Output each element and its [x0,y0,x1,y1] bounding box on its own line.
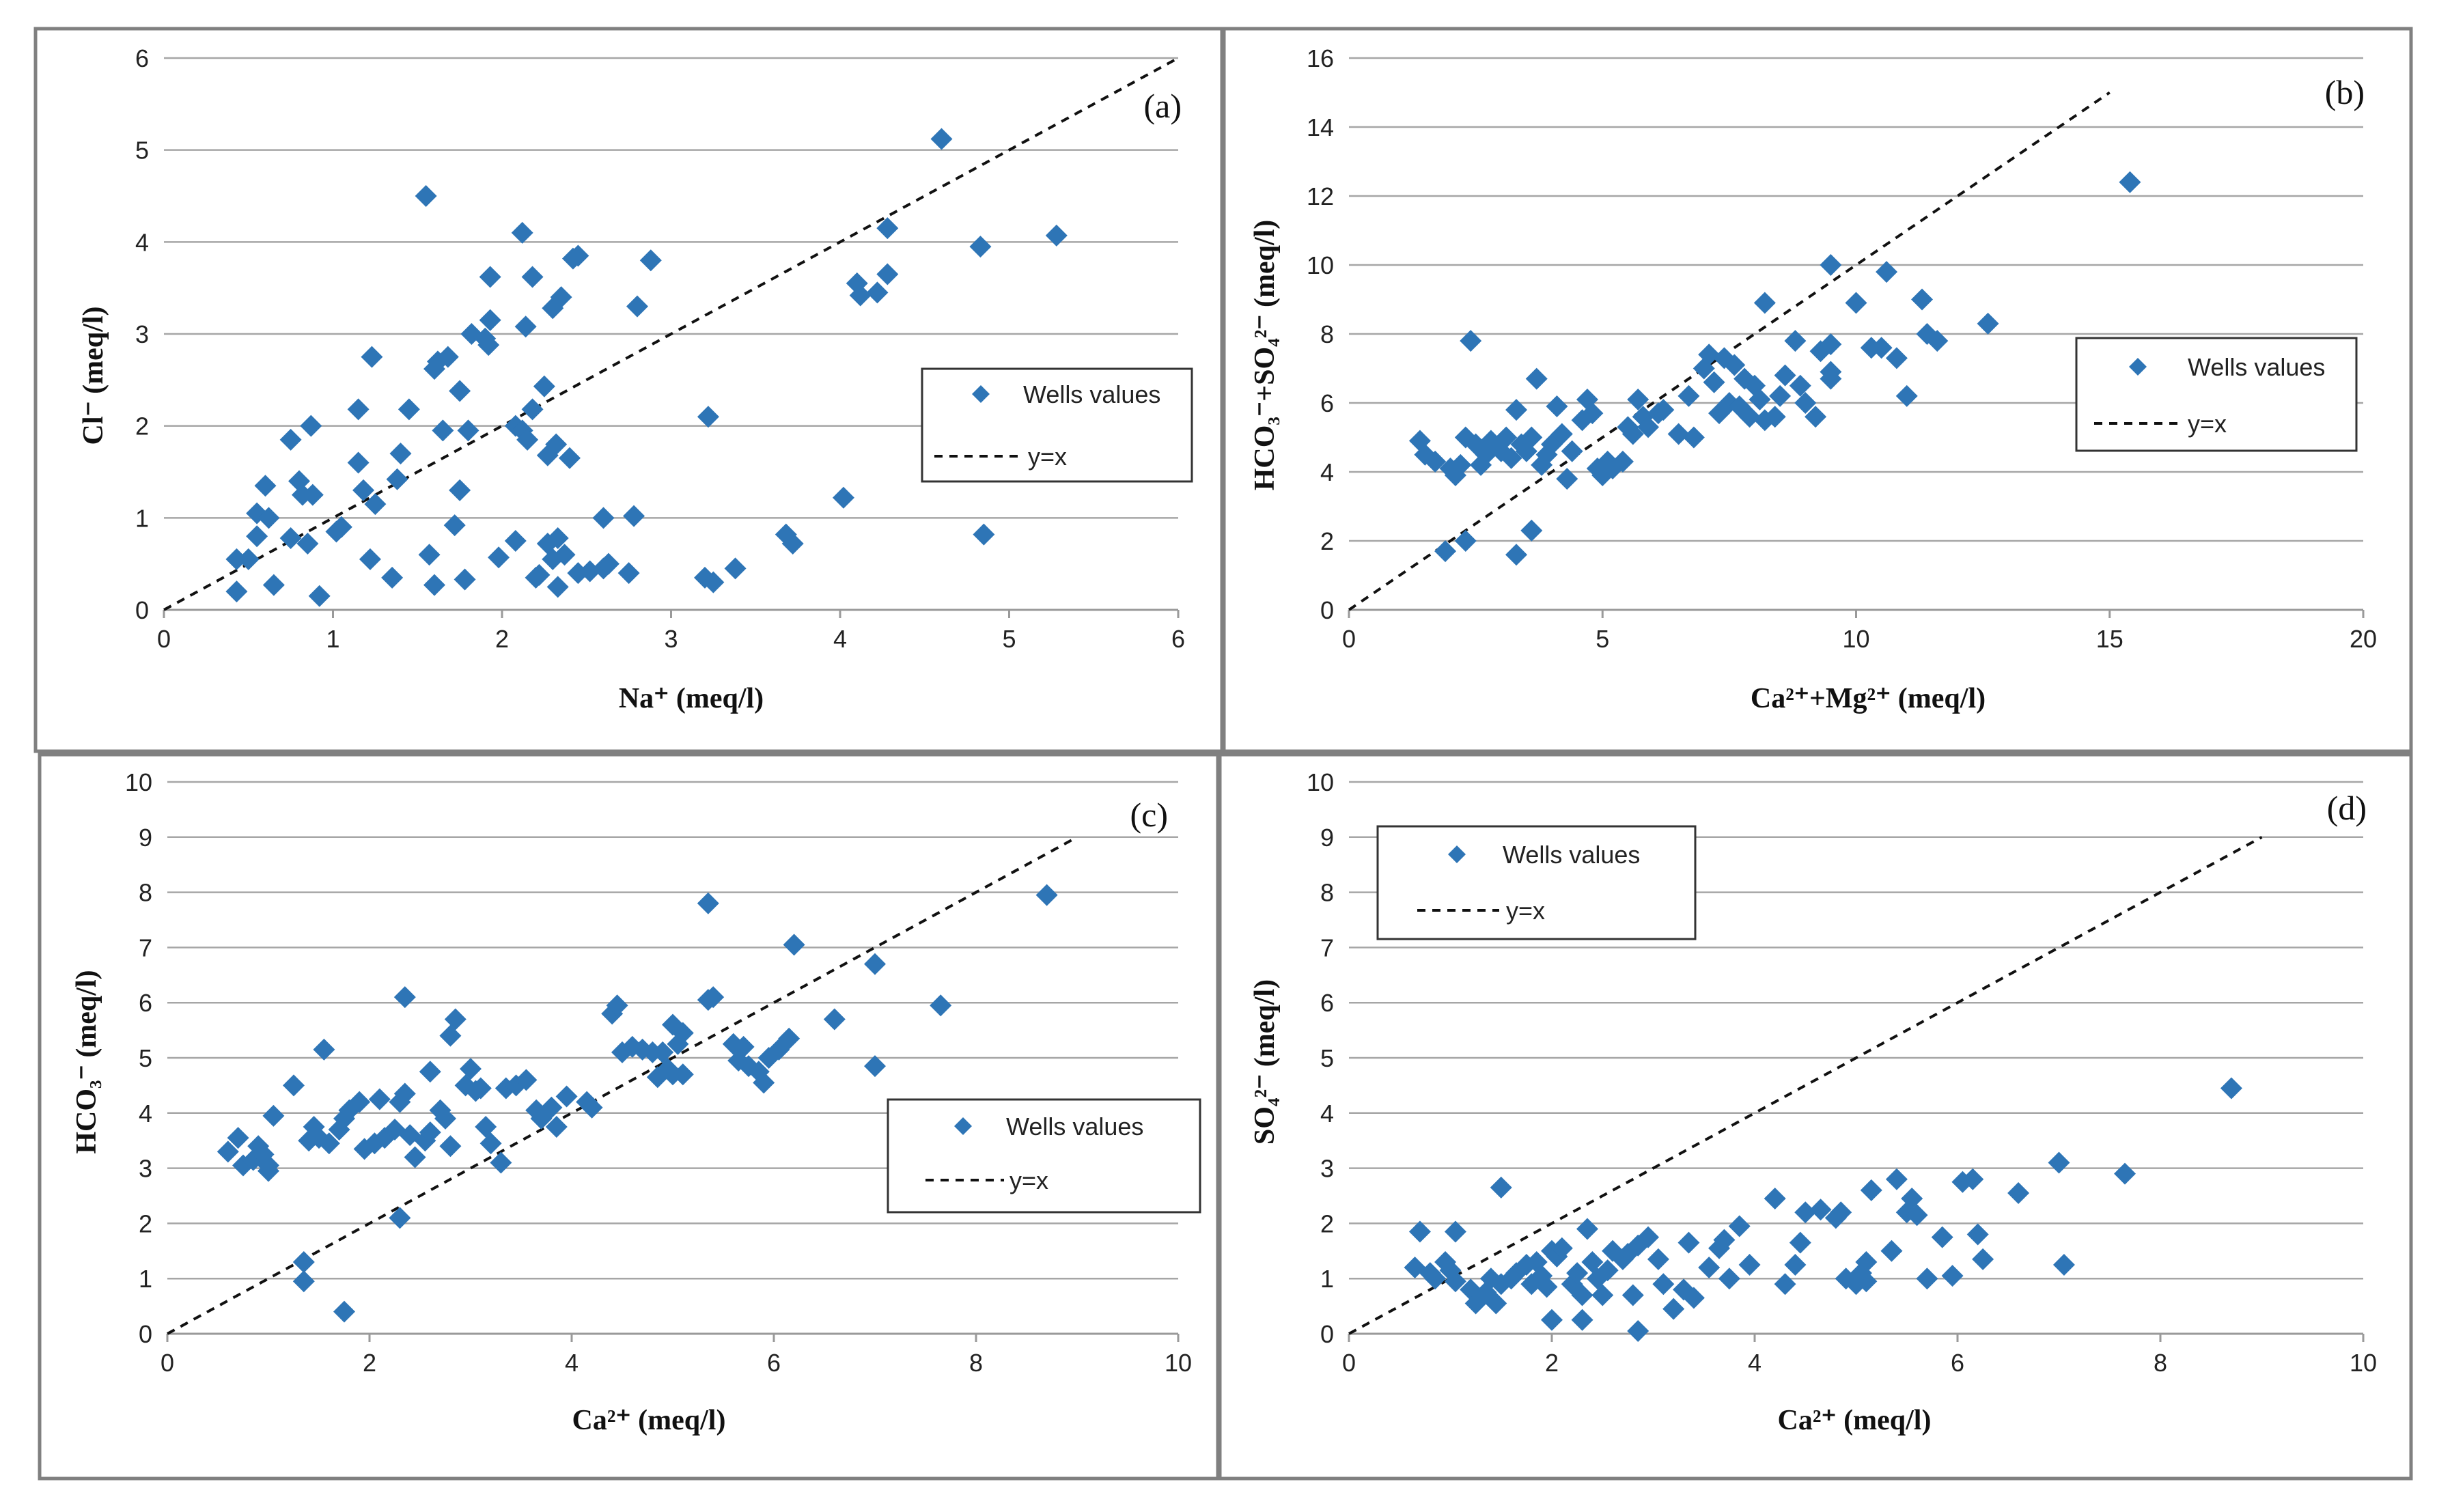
panel-b-legend-wells: Wells values [2188,353,2325,381]
panel-d-ytick-label: 2 [1320,1209,1334,1237]
panel-c-ytick-label: 9 [139,824,152,852]
panel-a-xtick-label: 5 [1002,625,1016,653]
panel-a: 0 1 2 3 4 5 6 0 1 2 3 4 5 6 (a) Wells values y=x Na⁺ … [36,29,1222,751]
panel-c-ytick-label: 3 [139,1155,152,1183]
panel-b-ytick-label: 0 [1320,596,1334,624]
panel-c-xtick-label: 8 [969,1349,983,1377]
panel-b-ylabel: HCO₃⁻+SO₄²⁻ (meq/l) [1249,220,1281,491]
panel-b-ytick-label: 2 [1320,527,1334,555]
panel-c-ytick-label: 4 [139,1100,152,1128]
panel-d-label: (d) [2327,789,2367,827]
panel-a-xtick-label: 2 [495,625,509,653]
panel-d-xtick-label: 0 [1342,1349,1356,1377]
panel-d-ylabel: SO₄²⁻ (meq/l) [1249,979,1281,1145]
panel-d-ytick-label: 10 [1307,768,1334,796]
panel-a-legend-wells: Wells values [1023,380,1160,408]
panel-b-legend-yx: y=x [2188,410,2227,438]
panel-b-label: (b) [2325,73,2365,111]
panel-d-xlabel: Ca²⁺ (meq/l) [1778,1405,1932,1436]
panel-d-ytick-label: 5 [1320,1044,1334,1072]
panel-a-legend-yx: y=x [1028,443,1067,471]
panel-b-ytick-label: 10 [1307,251,1334,279]
panel-a-ytick-label: 4 [135,228,149,256]
panel-c-ylabel: HCO₃⁻ (meq/l) [71,970,102,1153]
panel-b-ytick-label: 14 [1307,113,1334,141]
panel-b-xlabel: Ca²⁺+Mg²⁺ (meq/l) [1751,683,1986,714]
panel-d-ytick-label: 1 [1320,1265,1334,1293]
panel-d-xtick-label: 6 [1951,1349,1964,1377]
panel-c-xtick-label: 6 [767,1349,781,1377]
panel-d-xtick-label: 4 [1748,1349,1761,1377]
panel-d-ytick-label: 7 [1320,934,1334,962]
panel-c-xlabel: Ca²⁺ (meq/l) [572,1405,726,1436]
panel-b-ytick-label: 6 [1320,389,1334,417]
panel-b-xtick-label: 20 [2350,625,2377,653]
panel-b-xtick-label: 10 [1842,625,1869,653]
panel-c-ytick-label: 0 [139,1320,152,1348]
panel-c: 0 1 2 3 4 5 6 7 8 9 10 0 2 4 6 8 10 (c) Wells values y=x… [40,755,1218,1479]
panel-c-xtick-label: 10 [1165,1349,1192,1377]
panel-b-ytick-label: 4 [1320,458,1334,486]
panel-a-xtick-label: 1 [326,625,339,653]
panel-d-legend-wells: Wells values [1503,841,1640,869]
figure-canvas: 01234560 1 2 3 4 5 6 (a) Wells values y=x Na⁺ … [0,0,2437,1512]
panel-c-ytick-label: 5 [139,1044,152,1072]
panel-c-ytick-label: 2 [139,1209,152,1237]
panel-d-xtick-label: 10 [2350,1349,2377,1377]
panel-c-ytick-label: 10 [125,768,152,796]
panel-a-xlabel: Na⁺ (meq/l) [619,683,764,714]
panel-c-ytick-label: 6 [139,989,152,1017]
panel-a-ytick-label: 0 [135,596,149,624]
panel-d-ytick-label: 4 [1320,1100,1334,1128]
panel-b-ytick-label: 12 [1307,182,1334,210]
panel-d-ytick-label: 8 [1320,879,1334,907]
panel-c-label: (c) [1130,796,1169,834]
panel-b-ytick-label: 8 [1320,320,1334,348]
panel-d-ytick-label: 9 [1320,824,1334,852]
panel-b-xtick-label: 0 [1342,625,1356,653]
panel-b-ytick-label: 16 [1307,44,1334,72]
panel-d-legend-yx: y=x [1506,897,1545,925]
panel-d-ytick-label: 6 [1320,989,1334,1017]
panel-a-ytick-label: 6 [135,44,149,72]
panel-a-label: (a) [1144,87,1182,125]
panel-c-xtick-label: 0 [161,1349,174,1377]
panel-a-ylabel: Cl⁻ (meq/l) [78,307,109,445]
panel-d: 0 1 2 3 4 5 6 7 8 9 10 0 2 4 6 8 10 (d) Wells values y=x… [1220,755,2411,1479]
panel-a-ytick-label: 3 [135,320,149,348]
panel-c-ytick-label: 8 [139,879,152,907]
panel-a-xtick-label: 0 [157,625,171,653]
panel-a-xtick-label: 3 [664,625,678,653]
panel-a-ytick-label: 5 [135,137,149,165]
panel-b-xtick-label: 5 [1596,625,1609,653]
panel-b: 0 2 4 6 8 10 12 14 16 0 5 10 15 20 (b) Wells values y… [1224,29,2411,751]
panel-c-ytick-label: 1 [139,1265,152,1293]
panel-a-ytick-label: 2 [135,412,149,440]
panel-c-xtick-label: 2 [363,1349,376,1377]
panel-d-xtick-label: 2 [1545,1349,1559,1377]
panel-d-xtick-label: 8 [2154,1349,2167,1377]
panel-c-xtick-label: 4 [565,1349,579,1377]
panel-b-xtick-label: 15 [2096,625,2123,653]
panel-c-legend-yx: y=x [1009,1166,1048,1194]
panel-c-legend-wells: Wells values [1006,1112,1143,1140]
panel-c-ytick-label: 7 [139,934,152,962]
panel-d-ytick-label: 0 [1320,1320,1334,1348]
panel-d-ytick-label: 3 [1320,1155,1334,1183]
panel-a-ytick-label: 1 [135,504,149,532]
panel-a-xtick-label: 6 [1171,625,1185,653]
panel-a-xtick-label: 4 [833,625,847,653]
